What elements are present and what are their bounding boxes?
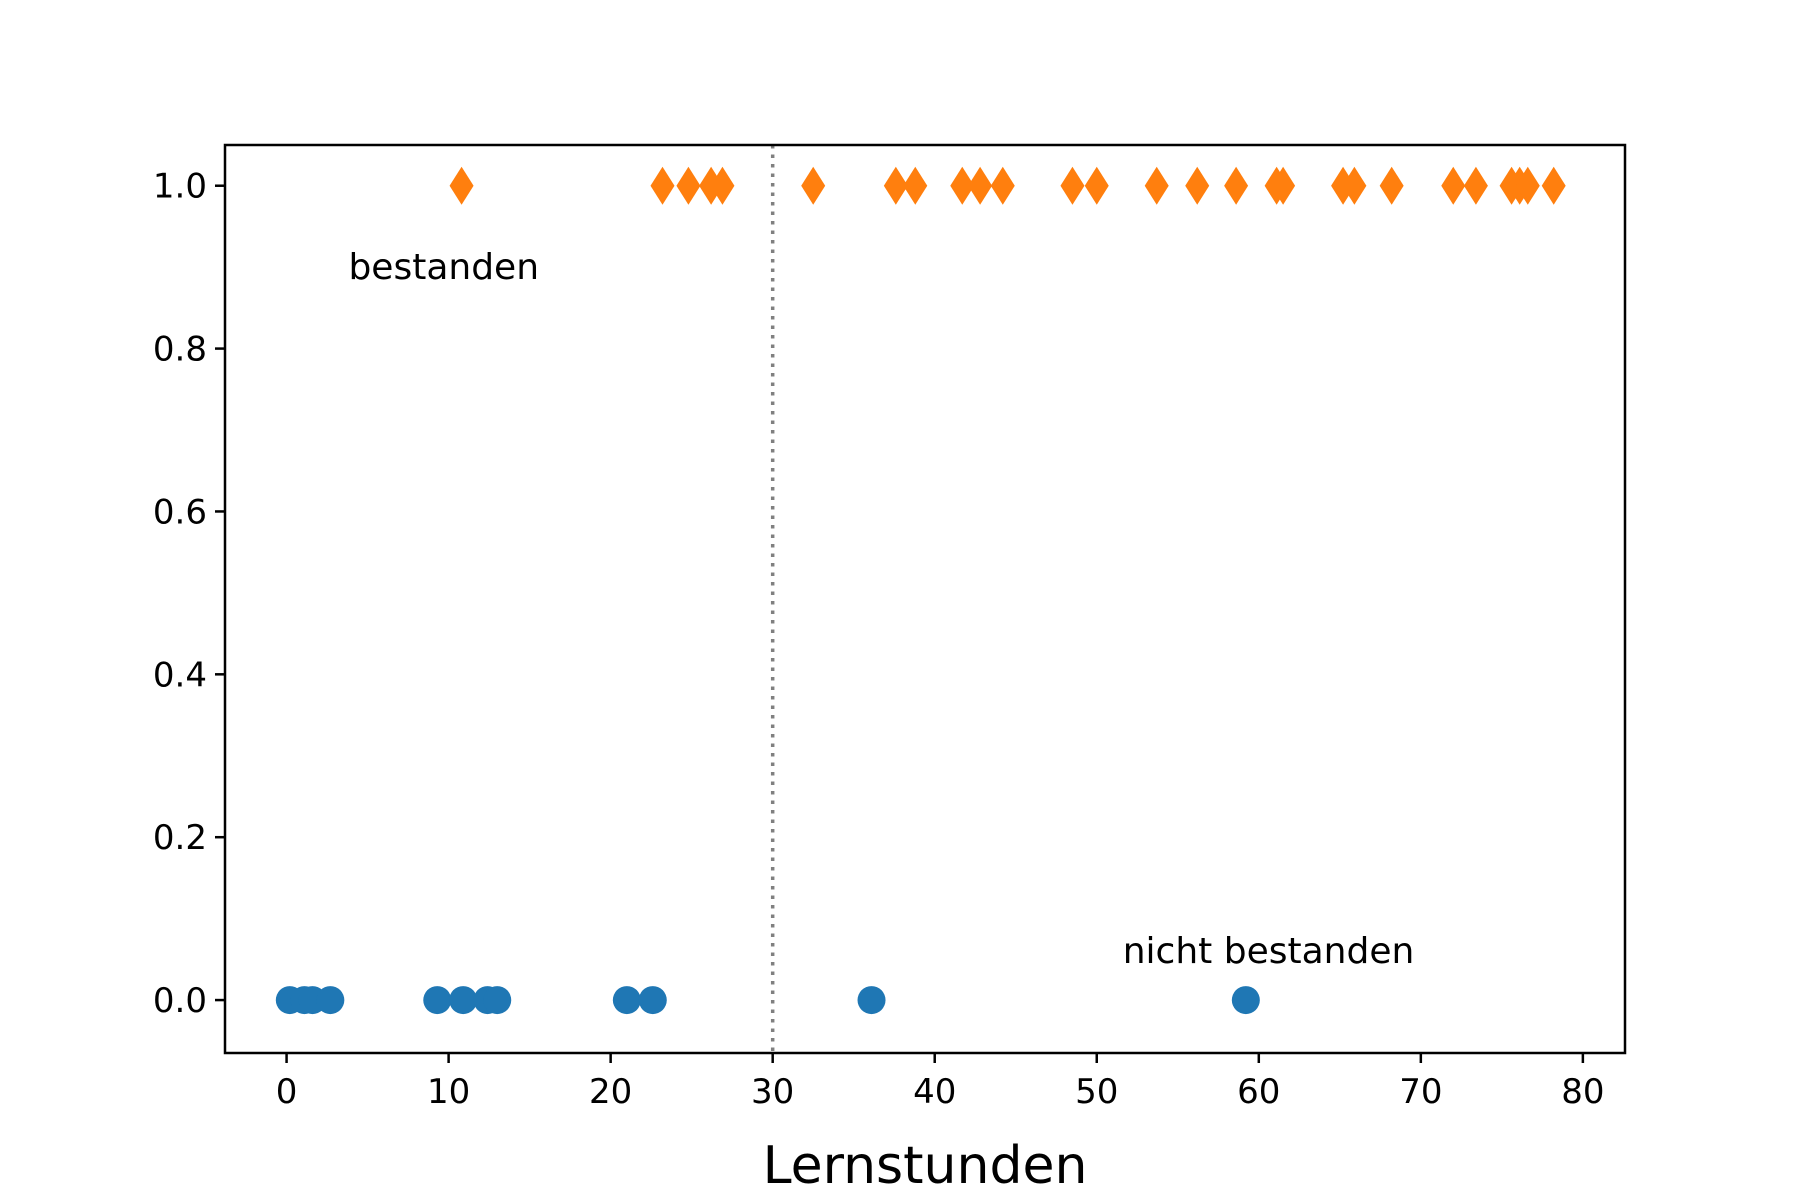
data-point-diamond <box>903 166 928 205</box>
data-point-diamond <box>968 166 993 205</box>
data-point-circle <box>483 986 512 1015</box>
data-point-circle <box>638 986 667 1015</box>
x-axis-title: Lernstunden <box>763 1136 1088 1196</box>
x-tick-label: 30 <box>751 1072 794 1112</box>
y-tick-label: 0.0 <box>153 981 207 1021</box>
x-tick-label: 10 <box>427 1072 470 1112</box>
data-point-diamond <box>950 166 975 205</box>
data-point-diamond <box>1379 166 1404 205</box>
data-point-circle <box>857 986 886 1015</box>
data-point-diamond <box>1084 166 1109 205</box>
x-tick-label: 70 <box>1399 1072 1442 1112</box>
data-point-diamond <box>1463 166 1488 205</box>
annotation-label: bestanden <box>348 247 539 288</box>
x-tick-label: 80 <box>1561 1072 1604 1112</box>
y-tick-label: 0.4 <box>153 655 207 695</box>
data-point-diamond <box>1541 166 1566 205</box>
y-tick-label: 1.0 <box>153 167 207 207</box>
plot-frame <box>223 143 1627 1055</box>
data-point-circle <box>612 986 641 1015</box>
data-point-diamond <box>1224 166 1249 205</box>
y-tick-label: 0.2 <box>153 818 207 858</box>
data-point-diamond <box>883 166 908 205</box>
x-tick-label: 0 <box>276 1072 298 1112</box>
data-point-diamond <box>1185 166 1210 205</box>
data-point-diamond <box>710 166 735 205</box>
annotation-label: nicht bestanden <box>1123 931 1415 972</box>
axis-ticks: 0 10 20 30 40 50 60 70 80 0.0 0.2 0.4 0.6 0.8 1.0 <box>153 167 1605 1112</box>
plot-area: bestanden nicht bestanden <box>275 145 1566 1053</box>
data-point-circle <box>449 986 478 1015</box>
x-tick-label: 20 <box>589 1072 632 1112</box>
data-point-circle <box>1231 986 1260 1015</box>
data-point-diamond <box>990 166 1015 205</box>
data-point-circle <box>423 986 452 1015</box>
data-point-diamond <box>676 166 701 205</box>
data-point-diamond <box>449 166 474 205</box>
x-tick-label: 50 <box>1075 1072 1118 1112</box>
x-tick-label: 40 <box>913 1072 956 1112</box>
data-point-diamond <box>801 166 826 205</box>
data-point-diamond <box>1144 166 1169 205</box>
data-point-diamond <box>1342 166 1367 205</box>
data-point-diamond <box>1060 166 1085 205</box>
data-point-diamond <box>1441 166 1466 205</box>
y-tick-label: 0.8 <box>153 330 207 370</box>
data-point-circle <box>316 986 345 1015</box>
x-tick-label: 60 <box>1237 1072 1280 1112</box>
y-tick-label: 0.6 <box>153 492 207 532</box>
data-point-diamond <box>1515 166 1540 205</box>
data-point-diamond <box>650 166 675 205</box>
data-point-diamond <box>1271 166 1296 205</box>
